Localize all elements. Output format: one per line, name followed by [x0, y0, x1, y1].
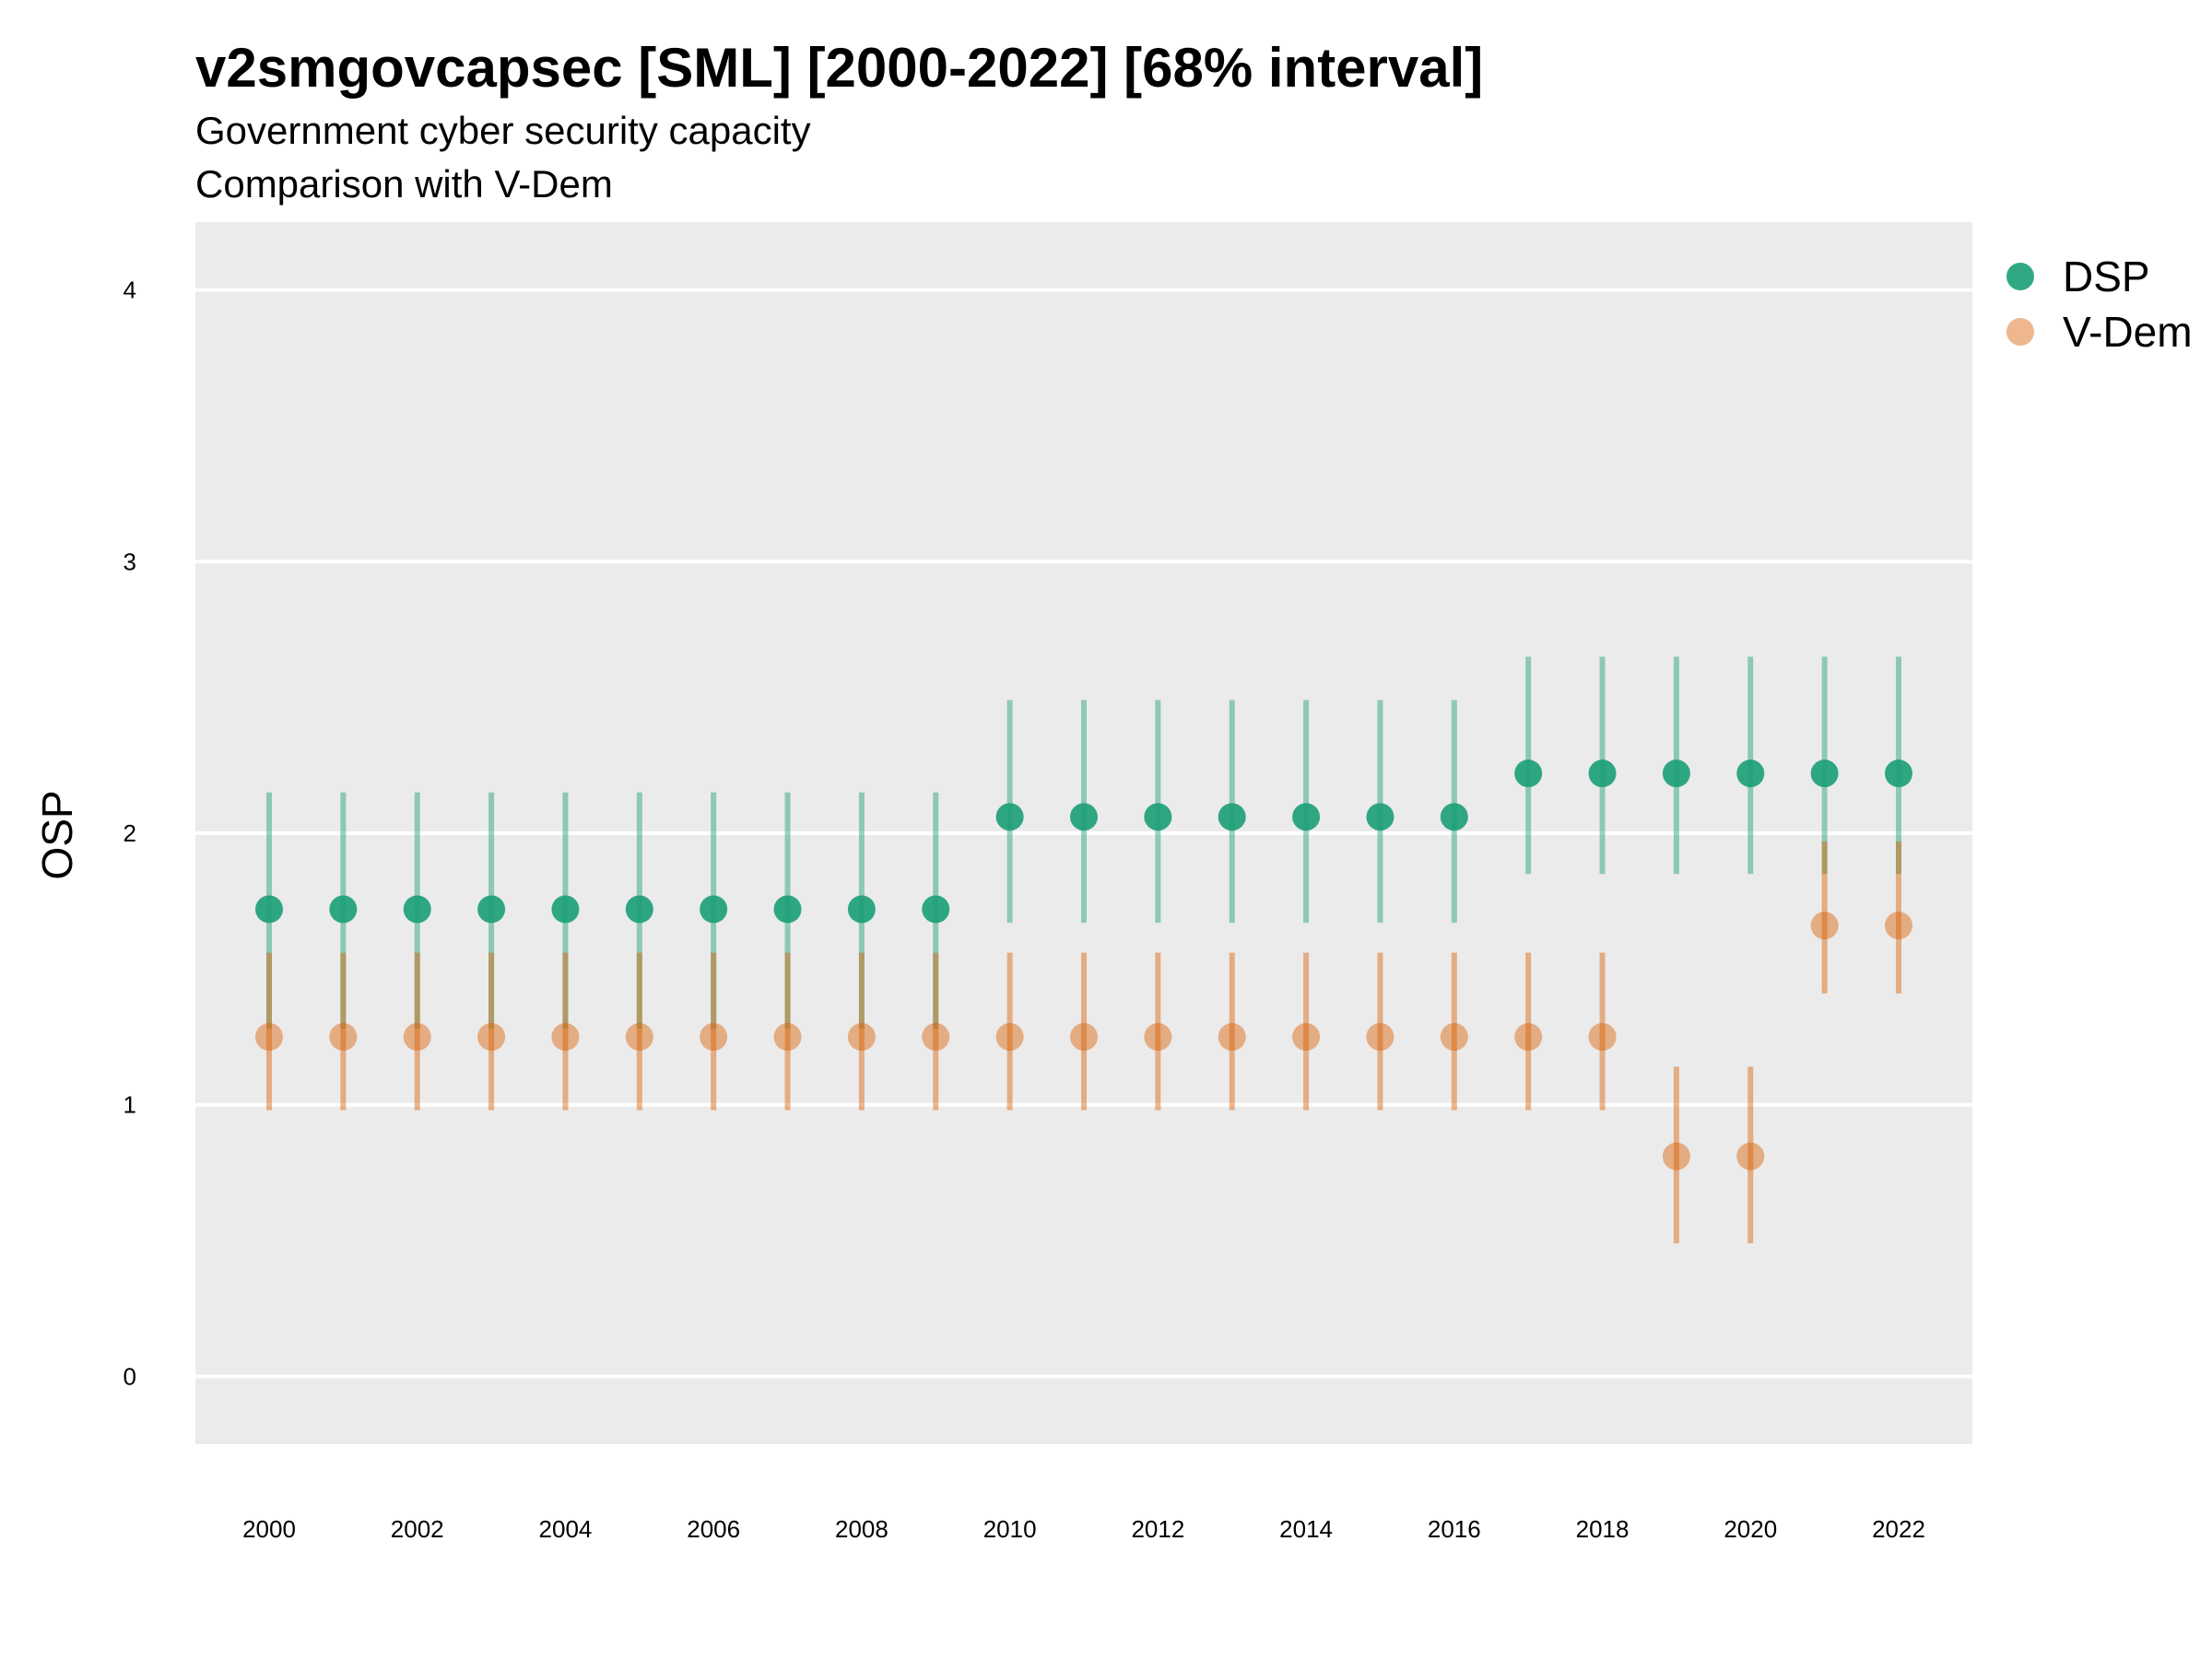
- point-v-dem-2021: [1810, 912, 1839, 940]
- x-tick-label-2016: 2016: [1428, 1515, 1481, 1543]
- point-v-dem-2014: [1292, 1023, 1321, 1051]
- point-dsp-2005: [625, 895, 653, 924]
- point-dsp-2016: [1440, 803, 1468, 831]
- point-dsp-2019: [1662, 759, 1690, 788]
- point-dsp-2003: [477, 895, 506, 924]
- x-tick-label-2002: 2002: [391, 1515, 444, 1543]
- point-v-dem-2012: [1144, 1023, 1172, 1051]
- point-v-dem-2004: [551, 1023, 580, 1051]
- point-v-dem-2009: [922, 1023, 950, 1051]
- point-v-dem-2019: [1662, 1142, 1690, 1171]
- y-tick-labels: 0 1 2 3 4: [124, 276, 136, 1391]
- point-dsp-2006: [700, 895, 728, 924]
- point-v-dem-2017: [1514, 1023, 1543, 1051]
- point-v-dem-2013: [1218, 1023, 1246, 1051]
- point-dsp-2022: [1885, 759, 1912, 788]
- point-dsp-2013: [1218, 803, 1246, 831]
- point-dsp-2011: [1070, 803, 1098, 831]
- x-tick-label-2018: 2018: [1576, 1515, 1630, 1543]
- point-v-dem-2003: [477, 1023, 506, 1051]
- point-v-dem-2007: [773, 1023, 802, 1051]
- y-tick-label-2: 2: [124, 819, 136, 847]
- point-v-dem-2001: [329, 1023, 358, 1051]
- y-tick-label-0: 0: [124, 1362, 136, 1390]
- gridlines: [195, 288, 1972, 1379]
- point-dsp-2009: [922, 895, 950, 924]
- point-v-dem-2005: [625, 1023, 653, 1051]
- point-dsp-2002: [403, 895, 431, 924]
- x-tick-label-2006: 2006: [687, 1515, 740, 1543]
- point-v-dem-2015: [1366, 1023, 1394, 1051]
- y-tick-label-1: 1: [124, 1091, 136, 1119]
- y-axis-title: OSP: [33, 790, 81, 879]
- point-v-dem-2018: [1588, 1023, 1617, 1051]
- point-v-dem-2016: [1440, 1023, 1468, 1051]
- point-dsp-2012: [1144, 803, 1172, 831]
- chart-subtitle-line-1: Government cyber security capacity: [195, 109, 811, 152]
- x-tick-label-2020: 2020: [1724, 1515, 1777, 1543]
- x-tick-label-2008: 2008: [835, 1515, 888, 1543]
- point-dsp-2010: [995, 803, 1024, 831]
- chart-title: v2smgovcapsec [SML] [2000-2022] [68% int…: [195, 37, 1483, 99]
- x-tick-label-2010: 2010: [983, 1515, 1037, 1543]
- point-dsp-2018: [1588, 759, 1617, 788]
- legend-label-vdem: V-Dem: [2063, 308, 2193, 356]
- point-v-dem-2002: [403, 1023, 431, 1051]
- y-tick-label-3: 3: [124, 547, 136, 575]
- point-dsp-2001: [329, 895, 358, 924]
- point-v-dem-2006: [700, 1023, 728, 1051]
- x-tick-label-2012: 2012: [1131, 1515, 1184, 1543]
- legend: DSP V-Dem: [2006, 253, 2193, 356]
- point-dsp-2015: [1366, 803, 1394, 831]
- x-tick-label-2004: 2004: [539, 1515, 593, 1543]
- x-tick-label-2000: 2000: [242, 1515, 296, 1543]
- point-dsp-2020: [1736, 759, 1765, 788]
- point-dsp-2007: [773, 895, 802, 924]
- x-tick-label-2022: 2022: [1872, 1515, 1925, 1543]
- point-dsp-2021: [1810, 759, 1839, 788]
- point-dsp-2000: [255, 895, 283, 924]
- point-dsp-2014: [1292, 803, 1321, 831]
- point-v-dem-2011: [1070, 1023, 1098, 1051]
- point-dsp-2004: [551, 895, 580, 924]
- point-dsp-2008: [847, 895, 876, 924]
- chart-subtitle-line-2: Comparison with V-Dem: [195, 162, 613, 206]
- legend-key-dsp: [2006, 263, 2034, 290]
- legend-label-dsp: DSP: [2063, 253, 2150, 300]
- point-dsp-2017: [1514, 759, 1543, 788]
- y-tick-label-4: 4: [124, 276, 136, 304]
- x-tick-label-2014: 2014: [1279, 1515, 1333, 1543]
- legend-key-vdem: [2006, 318, 2034, 346]
- point-v-dem-2000: [255, 1023, 283, 1051]
- point-v-dem-2020: [1736, 1142, 1765, 1171]
- point-v-dem-2008: [847, 1023, 876, 1051]
- data-points: [255, 759, 1912, 1171]
- point-v-dem-2010: [995, 1023, 1024, 1051]
- x-tick-labels: 2000 2002 2004 2006 2008 2010 2012 2014 2016 2018…: [242, 1515, 1925, 1543]
- point-v-dem-2022: [1885, 912, 1912, 940]
